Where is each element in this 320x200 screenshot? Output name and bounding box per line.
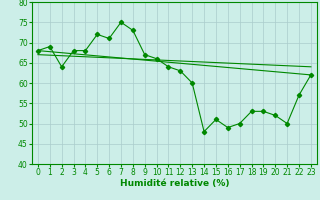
X-axis label: Humidité relative (%): Humidité relative (%) [120, 179, 229, 188]
